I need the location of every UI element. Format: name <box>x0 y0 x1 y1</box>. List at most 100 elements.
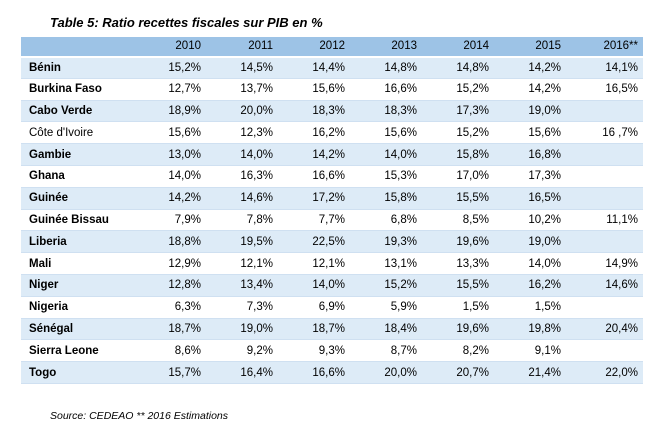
value-cell: 13,3% <box>422 252 494 275</box>
value-cell: 15,6% <box>350 121 422 145</box>
value-cell: 12,7% <box>134 77 206 101</box>
value-cell: 18,7% <box>278 317 350 341</box>
value-cell: 15,7% <box>134 361 206 384</box>
value-cell: 13,4% <box>206 273 278 297</box>
table-row: Ghana 14,0% 16,3% 16,6% 15,3% 17,0% 17,3% <box>21 164 643 188</box>
value-cell: 20,7% <box>422 361 494 384</box>
value-cell: 16,6% <box>278 361 350 384</box>
country-cell: Togo <box>21 361 134 384</box>
value-cell: 12,1% <box>206 252 278 275</box>
country-cell: Burkina Faso <box>21 77 134 101</box>
value-cell: 11,1% <box>566 208 643 232</box>
value-cell: 16,8% <box>494 143 566 166</box>
value-cell: 19,6% <box>422 230 494 254</box>
value-cell: 17,2% <box>278 186 350 210</box>
table-row: Bénin 15,2% 14,5% 14,4% 14,8% 14,8% 14,2% 14,1% <box>21 56 643 79</box>
value-cell: 12,1% <box>278 252 350 275</box>
header-cell-2011: 2011 <box>206 36 278 58</box>
country-cell: Bénin <box>21 56 134 79</box>
value-cell: 9,1% <box>494 339 566 363</box>
table-row: Liberia 18,8% 19,5% 22,5% 19,3% 19,6% 19,0% <box>21 230 643 254</box>
value-cell: 19,3% <box>350 230 422 254</box>
value-cell: 20,0% <box>206 99 278 123</box>
value-cell: 19,0% <box>494 99 566 123</box>
value-cell: 7,3% <box>206 295 278 319</box>
country-cell: Côte d'Ivoire <box>21 121 134 145</box>
value-cell: 18,8% <box>134 230 206 254</box>
value-cell: 6,8% <box>350 208 422 232</box>
value-cell: 15,8% <box>350 186 422 210</box>
table-row: Burkina Faso 12,7% 13,7% 15,6% 16,6% 15,2% 14,… <box>21 77 643 101</box>
value-cell: 18,7% <box>134 317 206 341</box>
value-cell: 10,2% <box>494 208 566 232</box>
country-cell: Guinée <box>21 186 134 210</box>
table-row: Nigeria 6,3% 7,3% 6,9% 5,9% 1,5% 1,5% <box>21 295 643 319</box>
table-row: Guinée Bissau 7,9% 7,8% 7,7% 6,8% 8,5% 10,2% 11… <box>21 208 643 232</box>
value-cell: 12,8% <box>134 273 206 297</box>
source-note: Source: CEDEAO ** 2016 Estimations <box>50 410 228 422</box>
table-row: Sénégal 18,7% 19,0% 18,7% 18,4% 19,6% 19,8% 20,… <box>21 317 643 341</box>
value-cell <box>566 230 643 254</box>
country-cell: Nigeria <box>21 295 134 319</box>
value-cell: 15,8% <box>422 143 494 166</box>
country-cell: Cabo Verde <box>21 99 134 123</box>
header-cell-2012: 2012 <box>278 36 350 58</box>
value-cell: 8,7% <box>350 339 422 363</box>
value-cell: 9,2% <box>206 339 278 363</box>
value-cell: 14,2% <box>494 56 566 79</box>
value-cell: 14,2% <box>494 77 566 101</box>
value-cell: 15,6% <box>278 77 350 101</box>
value-cell: 16,6% <box>350 77 422 101</box>
table-row: Cabo Verde 18,9% 20,0% 18,3% 18,3% 17,3% 19,0% <box>21 99 643 123</box>
value-cell: 16,2% <box>278 121 350 145</box>
value-cell <box>566 143 643 166</box>
header-cell-2015: 2015 <box>494 36 566 58</box>
table-row: Togo 15,7% 16,4% 16,6% 20,0% 20,7% 21,4% 22,0% <box>21 361 643 384</box>
value-cell: 14,2% <box>278 143 350 166</box>
table-row: Sierra Leone 8,6% 9,2% 9,3% 8,7% 8,2% 9,1% <box>21 339 643 363</box>
value-cell: 15,6% <box>494 121 566 145</box>
value-cell <box>566 99 643 123</box>
header-cell-2013: 2013 <box>350 36 422 58</box>
value-cell: 16,5% <box>494 186 566 210</box>
value-cell: 22,0% <box>566 361 643 384</box>
header-cell-2010: 2010 <box>134 36 206 58</box>
value-cell: 14,2% <box>134 186 206 210</box>
value-cell: 19,0% <box>206 317 278 341</box>
value-cell: 9,3% <box>278 339 350 363</box>
value-cell: 16,5% <box>566 77 643 101</box>
country-cell: Guinée Bissau <box>21 208 134 232</box>
value-cell: 15,3% <box>350 164 422 188</box>
value-cell: 19,6% <box>422 317 494 341</box>
value-cell: 7,8% <box>206 208 278 232</box>
header-cell-country <box>21 36 134 58</box>
country-cell: Niger <box>21 273 134 297</box>
value-cell: 14,0% <box>278 273 350 297</box>
value-cell: 15,5% <box>422 186 494 210</box>
header-cell-2014: 2014 <box>422 36 494 58</box>
country-cell: Gambie <box>21 143 134 166</box>
value-cell: 8,2% <box>422 339 494 363</box>
value-cell: 19,8% <box>494 317 566 341</box>
table-row: Niger 12,8% 13,4% 14,0% 15,2% 15,5% 16,2% 14,6% <box>21 273 643 297</box>
value-cell: 15,2% <box>134 56 206 79</box>
value-cell: 18,9% <box>134 99 206 123</box>
value-cell: 7,9% <box>134 208 206 232</box>
table-title: Table 5: Ratio recettes fiscales sur PIB… <box>50 15 323 30</box>
value-cell: 15,6% <box>134 121 206 145</box>
header-cell-2016: 2016** <box>566 36 643 58</box>
value-cell: 14,5% <box>206 56 278 79</box>
value-cell: 22,5% <box>278 230 350 254</box>
value-cell: 15,5% <box>422 273 494 297</box>
header-row: 2010 2011 2012 2013 2014 2015 2016** <box>21 36 643 58</box>
value-cell: 14,6% <box>566 273 643 297</box>
country-cell: Mali <box>21 252 134 275</box>
country-cell: Liberia <box>21 230 134 254</box>
value-cell: 14,4% <box>278 56 350 79</box>
value-cell: 14,6% <box>206 186 278 210</box>
value-cell: 21,4% <box>494 361 566 384</box>
value-cell: 16,2% <box>494 273 566 297</box>
table-row: Guinée 14,2% 14,6% 17,2% 15,8% 15,5% 16,5% <box>21 186 643 210</box>
value-cell: 18,3% <box>350 99 422 123</box>
value-cell: 14,0% <box>494 252 566 275</box>
